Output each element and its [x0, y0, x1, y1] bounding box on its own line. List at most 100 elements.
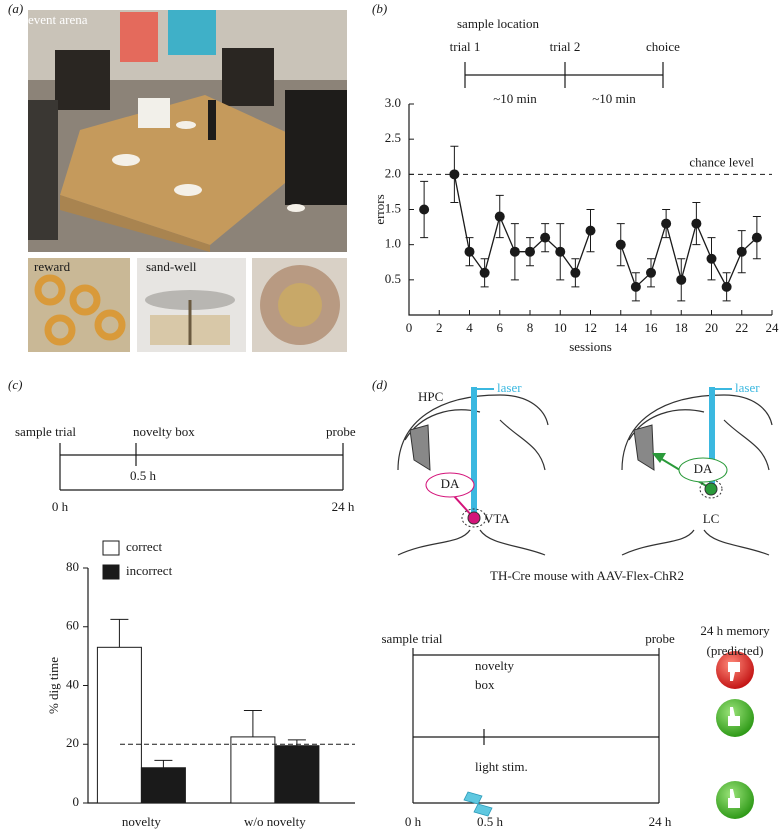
point: [615, 239, 626, 250]
point: [509, 246, 520, 257]
photo-reward: [28, 258, 130, 352]
diagram-label: DA: [441, 476, 460, 491]
timeline-event: probe: [326, 424, 356, 439]
point: [661, 218, 672, 229]
panel-label: (c): [8, 377, 22, 392]
x-tick-label: 24: [766, 320, 780, 335]
d-diagram: [397, 387, 773, 556]
timeline-event: novelty box: [133, 424, 195, 439]
memory-heading: (predicted): [706, 643, 763, 658]
point: [570, 267, 581, 278]
y-tick-label: 2.0: [385, 165, 401, 180]
photo-sand-well: [137, 258, 246, 352]
x-axis-label: sessions: [569, 339, 612, 354]
y-tick-label: 80: [66, 559, 79, 574]
x-tick-label: 18: [675, 320, 688, 335]
y-tick-label: 0.5: [385, 271, 401, 286]
point: [706, 253, 717, 264]
c-timeline: sample trial novelty box probe 0.5 h 0 h…: [15, 424, 356, 514]
legend-swatch: [102, 564, 120, 580]
bar: [274, 745, 320, 804]
x-tick-label: 8: [527, 320, 534, 335]
timeline-event: trial 1: [450, 39, 481, 54]
timeline-end: 24 h: [649, 814, 672, 829]
timeline-start: 0 h: [52, 499, 69, 514]
timeline-event: light stim.: [475, 759, 528, 774]
legend-swatch: [102, 540, 120, 556]
error-bar: [287, 739, 306, 746]
x-tick-label: 14: [614, 320, 628, 335]
bar: [140, 767, 186, 804]
diagram-label: VTA: [484, 511, 510, 526]
x-tick-label: 0: [406, 320, 413, 335]
timeline-line: [412, 648, 660, 804]
x-tick-label: 16: [645, 320, 659, 335]
y-tick-label: 2.5: [385, 130, 401, 145]
point: [691, 218, 702, 229]
point: [751, 232, 762, 243]
panel-label: (b): [372, 1, 387, 16]
photo-well-top: [252, 258, 347, 352]
y-axis-label: % dig time: [46, 657, 61, 714]
point: [585, 225, 596, 236]
photo-label: reward: [34, 259, 71, 274]
b-timeline: sample location trial 1 trial 2 choice ~…: [450, 16, 681, 106]
panel-label: (d): [372, 377, 387, 392]
point: [419, 204, 430, 215]
timeline-marker: 0.5 h: [477, 814, 504, 829]
timeline-event: choice: [646, 39, 680, 54]
timeline-heading: sample location: [457, 16, 539, 31]
legend-label: correct: [126, 539, 162, 554]
point: [555, 246, 566, 257]
timeline-event: sample trial: [15, 424, 76, 439]
x-tick-label: 10: [554, 320, 567, 335]
legend-label: incorrect: [126, 563, 173, 578]
point: [721, 281, 732, 292]
diagram-label: LC: [703, 511, 720, 526]
timeline-interval: ~10 min: [592, 91, 636, 106]
panel-label: (a): [8, 1, 23, 16]
diagram-label: HPC: [418, 389, 443, 404]
y-tick-label: 0: [73, 794, 80, 809]
x-tick-label: 6: [497, 320, 504, 335]
memory-heading: 24 h memory: [700, 623, 770, 638]
series-line: [453, 174, 758, 289]
point: [494, 211, 505, 222]
timeline-start: 0 h: [405, 814, 422, 829]
point: [464, 246, 475, 257]
bar: [230, 736, 276, 804]
timeline-marker: 0.5 h: [130, 468, 157, 483]
point: [479, 267, 490, 278]
point: [646, 267, 656, 278]
error-bar: [110, 618, 129, 648]
x-tick-label: novelty: [122, 814, 161, 829]
x-tick-label: 4: [466, 320, 473, 335]
y-tick-label: 3.0: [385, 95, 401, 110]
error-bar: [243, 709, 262, 737]
point: [736, 246, 747, 257]
timeline-line: [59, 443, 344, 491]
timeline-event: trial 2: [550, 39, 581, 54]
point: [676, 274, 687, 285]
x-tick-label: 22: [735, 320, 748, 335]
y-tick-label: 1.5: [385, 200, 401, 215]
d-timeline: [412, 648, 754, 819]
timeline-event: novelty: [475, 658, 514, 673]
timeline-interval: ~10 min: [493, 91, 537, 106]
timeline-event: probe: [645, 631, 675, 646]
x-tick-label: 20: [705, 320, 718, 335]
point: [525, 246, 535, 257]
y-tick-label: 40: [66, 676, 79, 691]
point: [540, 232, 551, 243]
timeline-line: [464, 62, 664, 88]
timeline-end: 24 h: [332, 499, 355, 514]
y-tick-label: 60: [66, 618, 79, 633]
timeline-event: sample trial: [381, 631, 442, 646]
x-tick-label: w/o novelty: [244, 814, 306, 829]
error-bar: [154, 759, 173, 768]
timeline-event: box: [475, 677, 495, 692]
diagram-label: laser: [735, 380, 760, 395]
diagram-label: DA: [694, 461, 713, 476]
photo-arena: [28, 10, 347, 252]
